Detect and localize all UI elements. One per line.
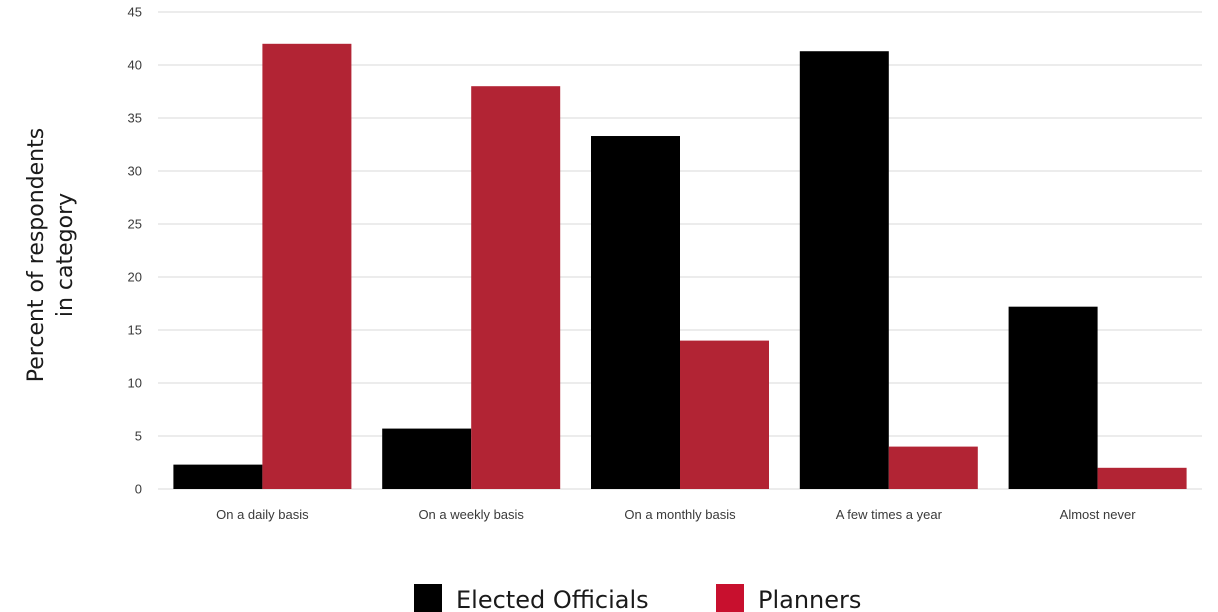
bar-planners [471,86,561,489]
y-tick-label: 10 [128,376,142,391]
x-axis-categories: On a daily basis On a weekly basis On a mo… [216,507,1136,522]
legend-label-elected-officials: Elected Officials [456,586,649,612]
legend-label-planners: Planners [758,586,861,612]
bar-planners [262,43,352,490]
x-category-label: Almost never [1060,507,1137,522]
bar-elected-officials [382,428,472,489]
x-category-label: A few times a year [836,507,943,522]
bar-planners [888,446,978,489]
legend-swatch-planners [716,584,744,612]
y-tick-label: 15 [128,323,142,338]
legend-swatch-elected-officials [414,584,442,612]
y-tick-label: 20 [128,270,142,285]
y-tick-label: 40 [128,58,142,73]
x-category-label: On a monthly basis [624,507,736,522]
x-category-label: On a daily basis [216,507,309,522]
bar-elected-officials [591,136,680,489]
y-axis-title-line-2: in category [53,193,78,317]
bars [173,43,1187,490]
bar-planners [680,340,769,489]
y-tick-label: 35 [128,111,142,126]
y-tick-label: 45 [128,5,142,20]
bar-planners [1097,467,1187,489]
bar-elected-officials [173,464,263,489]
x-category-label: On a weekly basis [418,507,524,522]
legend: Elected Officials Planners [414,584,861,612]
y-axis-ticks: 0 5 10 15 20 25 30 35 40 45 [128,5,142,497]
y-axis-title-line-1: Percent of respondents [24,128,49,382]
bar-elected-officials [799,51,889,489]
y-tick-label: 0 [135,482,142,497]
y-tick-label: 25 [128,217,142,232]
bar-elected-officials [1008,306,1098,489]
y-axis-title: Percent of respondents in category [24,128,78,382]
y-tick-label: 5 [135,429,142,444]
y-tick-label: 30 [128,164,142,179]
